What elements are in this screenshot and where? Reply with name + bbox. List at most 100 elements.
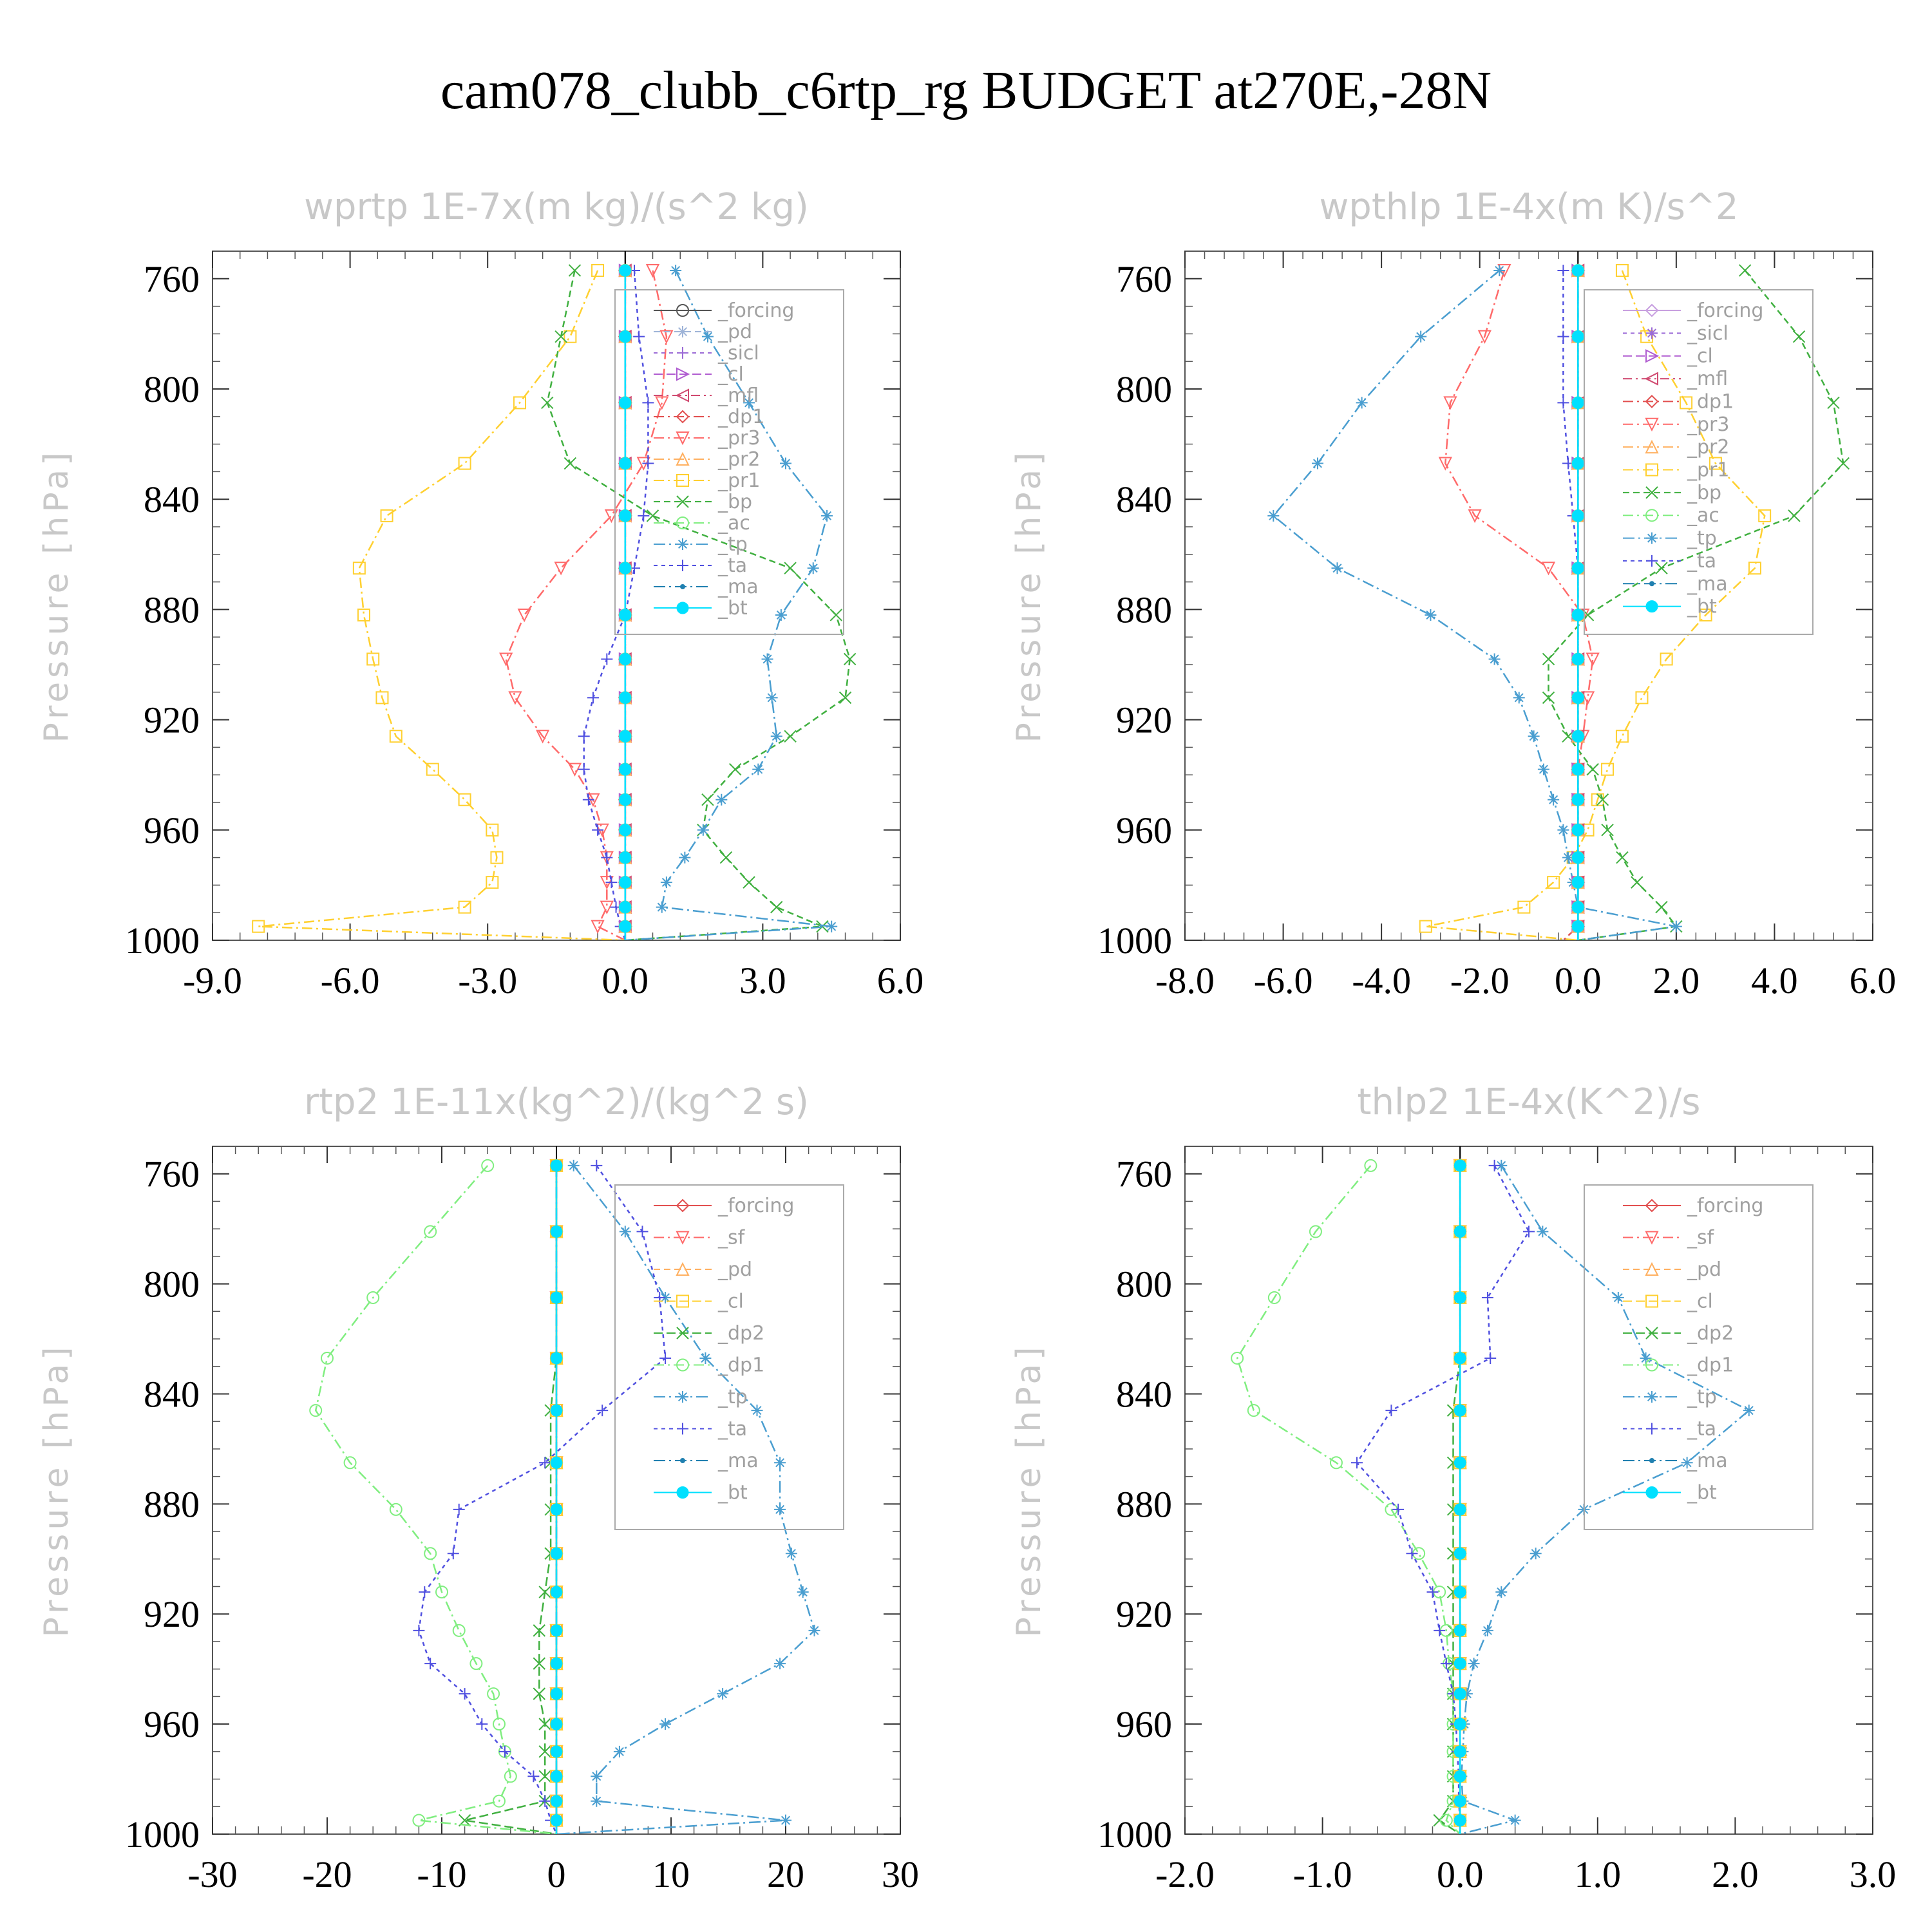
legend-label: _dp1: [1687, 390, 1734, 413]
data-point_bt: [1571, 851, 1584, 864]
data-point_tp: [699, 1352, 712, 1364]
data-point_tp: [808, 1624, 820, 1636]
legend-label: _cl: [717, 1291, 744, 1313]
data-point_tp: [761, 653, 773, 665]
data-point_dp1: [424, 1547, 437, 1560]
data-point_bt: [619, 920, 632, 933]
legend-label: _forcing: [1687, 1195, 1763, 1217]
x-tick-label: -6.0: [1254, 960, 1313, 1001]
data-point_tp: [785, 1548, 797, 1560]
legend: _forcing _sf _pd _cl _dp2 _dp1 _tp _ta _ma _bt: [1584, 1184, 1814, 1530]
legend-label: _tp: [717, 1386, 748, 1408]
y-tick-label: 760: [144, 1153, 200, 1195]
data-point_tp: [1513, 692, 1525, 704]
y-tick-label: 880: [144, 589, 200, 630]
data-point_tp: [1461, 1688, 1473, 1700]
legend-label: _dp1: [717, 1354, 764, 1377]
data-point_bt: [619, 901, 632, 914]
data-point_tp: [715, 793, 728, 806]
data-point_dp1: [504, 1770, 517, 1783]
legend-marker: [676, 1231, 690, 1245]
data-point_tp: [780, 457, 791, 469]
data-point_ta: [601, 851, 613, 864]
data-point_tp: [1548, 793, 1560, 806]
data-point_ta: [601, 653, 613, 665]
legend-label: _bt: [717, 597, 748, 620]
legend-marker: [1649, 1458, 1654, 1463]
data-point_bt: [1454, 1586, 1466, 1598]
data-point_tp: [1537, 1226, 1549, 1238]
data-point_bt: [550, 1352, 563, 1365]
data-point_ta: [1484, 1352, 1497, 1364]
data-point_ta: [1557, 264, 1569, 276]
series_bt: [619, 264, 632, 940]
legend-marker: [676, 1358, 689, 1372]
data-point_tp: [1495, 1159, 1508, 1171]
data-point_pr3: [567, 762, 582, 777]
series-line_dp1: [1236, 1165, 1461, 1834]
data-point_pr1: [591, 263, 605, 277]
legend-marker: [676, 451, 690, 466]
data-point_bt: [1454, 1456, 1466, 1469]
data-point_dp1: [1364, 1159, 1378, 1172]
legend-marker: [1646, 532, 1658, 544]
data-point_bt: [1571, 396, 1584, 409]
data-point_bp: [770, 900, 783, 914]
legend-label: _ac: [717, 512, 750, 535]
data-point_bt: [619, 824, 632, 837]
data-point_pr1: [1517, 900, 1531, 914]
data-point_ta: [636, 1226, 649, 1238]
data-point_pr1: [458, 900, 471, 914]
x-tick-label: -30: [187, 1853, 237, 1895]
y-tick-label: 960: [144, 810, 200, 851]
data-point_ta: [498, 1745, 511, 1757]
data-point_bt: [619, 609, 632, 621]
series-line_tp: [625, 270, 832, 940]
y-tick-label: 800: [1116, 1264, 1172, 1305]
data-point_pr3: [591, 920, 605, 934]
data-point_tp: [1495, 1586, 1508, 1598]
y-tick-label: 880: [1116, 589, 1172, 630]
data-point_ta: [539, 1457, 551, 1469]
data-point_bp: [1601, 824, 1614, 837]
data-point_dp1: [389, 1502, 402, 1516]
y-tick-label: 800: [144, 1264, 200, 1305]
data-point_dp2: [538, 1718, 551, 1730]
series-line_bp: [546, 270, 851, 940]
data-point_bt: [550, 1586, 563, 1598]
legend-marker: [1645, 395, 1659, 408]
legend-marker: [676, 304, 689, 317]
data-point_ta: [459, 1688, 471, 1700]
legend-label: _tp: [717, 533, 748, 556]
data-point_dp1: [487, 1687, 500, 1701]
data-point_dp1: [366, 1291, 380, 1304]
legend-label: _cl: [717, 363, 744, 386]
data-point_tp: [1468, 1658, 1480, 1670]
data-point_ta: [453, 1503, 465, 1515]
data-point_pr3: [1477, 330, 1492, 344]
legend-label: _ta: [717, 554, 747, 577]
x-tick-label: -3.0: [458, 960, 517, 1001]
x-tick-label: 0.0: [1555, 960, 1602, 1001]
legend-label: _sf: [1687, 1227, 1715, 1249]
data-point_bp: [1631, 876, 1643, 889]
plot-frame: [1184, 1146, 1873, 1835]
data-point_ta: [591, 1159, 603, 1171]
data-point_pr1: [389, 730, 402, 743]
data-point_pr3: [604, 509, 619, 524]
legend-marker: [675, 388, 689, 402]
data-point_tp: [1311, 457, 1323, 469]
data-point_ta: [1351, 1457, 1363, 1469]
data-point_ta: [638, 509, 650, 522]
data-point_pr3: [1541, 562, 1556, 576]
legend-label: _mfl: [717, 384, 759, 407]
y-tick-label: 1000: [1097, 1814, 1172, 1855]
legend-marker: [677, 538, 688, 550]
data-point_pr1: [1419, 920, 1432, 933]
legend-label: _pr1: [717, 469, 760, 492]
y-tick-label: 1000: [125, 920, 200, 961]
data-point_pr1: [564, 330, 577, 343]
data-point_bt: [550, 1159, 563, 1172]
data-point_tp: [1331, 562, 1343, 574]
legend-box: [614, 1184, 844, 1530]
